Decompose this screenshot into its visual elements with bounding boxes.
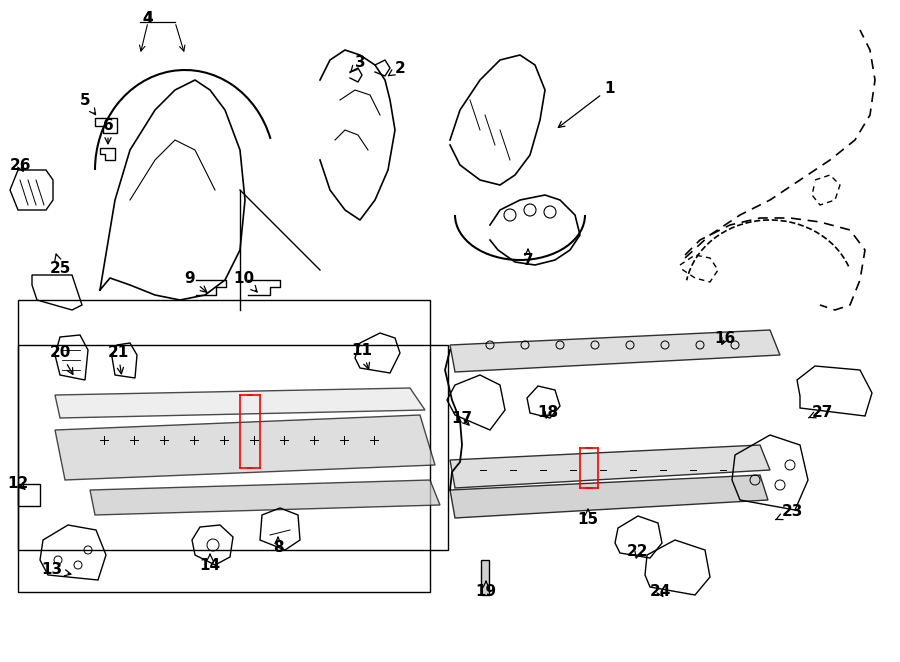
Text: 12: 12: [7, 475, 29, 491]
Text: 22: 22: [627, 545, 649, 559]
Text: 4: 4: [143, 11, 153, 26]
Text: 15: 15: [578, 509, 599, 528]
Text: 1: 1: [558, 81, 616, 128]
Polygon shape: [481, 560, 489, 595]
Text: 27: 27: [808, 404, 833, 420]
Bar: [18, 345, 448, 550]
Text: 5: 5: [80, 93, 95, 115]
Text: 6: 6: [103, 117, 113, 144]
Text: 9: 9: [184, 271, 207, 293]
Polygon shape: [450, 330, 780, 372]
Bar: [18, 300, 430, 592]
Text: 4: 4: [143, 11, 153, 26]
Text: 17: 17: [452, 410, 472, 426]
Polygon shape: [55, 415, 435, 480]
Text: 20: 20: [50, 344, 73, 375]
Text: 25: 25: [50, 254, 71, 275]
Text: 2: 2: [389, 60, 405, 75]
Text: 13: 13: [41, 563, 71, 577]
Polygon shape: [55, 388, 425, 418]
Text: 7: 7: [523, 249, 534, 267]
Text: 24: 24: [649, 585, 670, 600]
Bar: [18, 484, 40, 506]
Text: 10: 10: [233, 271, 257, 292]
Text: 26: 26: [9, 158, 31, 173]
Text: 21: 21: [107, 344, 129, 374]
Text: 14: 14: [200, 554, 220, 573]
Text: 19: 19: [475, 581, 497, 600]
Text: 11: 11: [352, 342, 373, 369]
Text: 23: 23: [776, 504, 803, 520]
Polygon shape: [450, 445, 770, 488]
Polygon shape: [450, 475, 768, 518]
Text: 8: 8: [273, 537, 284, 555]
Text: 16: 16: [715, 330, 735, 346]
Text: 18: 18: [537, 404, 559, 420]
Text: 3: 3: [350, 54, 365, 73]
Polygon shape: [90, 480, 440, 515]
